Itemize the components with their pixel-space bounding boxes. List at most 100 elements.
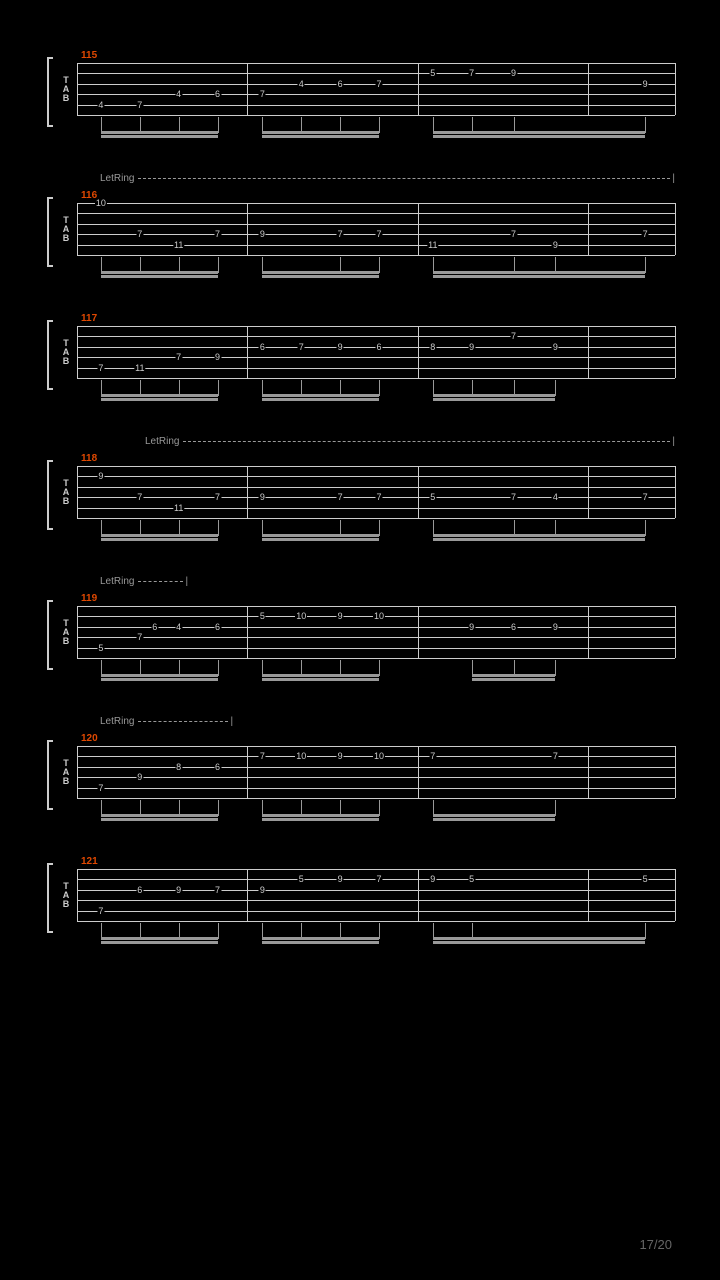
barline [247,203,248,255]
barline [675,606,676,658]
measure-number: 117 [81,313,675,324]
stems-region [77,257,675,279]
fret-number: 7 [337,229,344,239]
fret-number: 4 [298,79,305,89]
note-stem [379,923,380,939]
measure-block: LetRing|118TAB971179775747 [45,436,675,548]
beam [262,534,379,537]
beam-secondary [433,538,645,541]
fret-number: 7 [259,751,266,761]
beam-secondary [101,678,218,681]
fret-number: 7 [375,874,382,884]
tab-staff: 7117967968979 [77,326,675,378]
string-line [77,921,675,922]
note-stem [645,520,646,536]
note-stem [379,380,380,396]
fret-number: 9 [552,342,559,352]
beam [101,814,218,817]
note-stem [645,257,646,273]
beam-secondary [262,398,379,401]
string-line [77,508,675,509]
fret-number: 7 [510,331,517,341]
fret-number: 6 [510,622,517,632]
note-stem [218,923,219,939]
fret-number: 6 [151,622,158,632]
fret-number: 11 [173,240,184,250]
fret-number: 7 [214,885,221,895]
staff-bracket [45,203,55,255]
string-line [77,798,675,799]
tab-clef-label: TAB [55,606,77,658]
beam [433,814,556,817]
fret-number: 4 [552,492,559,502]
fret-number: 6 [259,342,266,352]
string-line [77,255,675,256]
note-stem [218,380,219,396]
measure-block: 121TAB76979597955 [45,856,675,951]
let-ring-label: LetRing| [100,173,675,184]
fret-number: 9 [468,342,475,352]
barline [675,746,676,798]
string-line [77,73,675,74]
fret-number: 6 [214,622,221,632]
string-line [77,606,675,607]
note-stem [555,660,556,676]
fret-number: 5 [468,874,475,884]
note-stem [379,257,380,273]
barline [418,466,419,518]
stems-region [77,380,675,402]
measure-number: 116 [81,190,675,201]
fret-number: 7 [136,492,143,502]
fret-number: 10 [373,611,385,621]
note-stem [379,800,380,816]
beam-secondary [433,398,556,401]
tab-staff: 10711797711797 [77,203,675,255]
note-stem [379,520,380,536]
fret-number: 7 [375,79,382,89]
string-line [77,869,675,870]
barline [247,746,248,798]
fret-number: 6 [136,885,143,895]
fret-number: 7 [337,492,344,502]
barline [77,326,78,378]
stems-region [77,800,675,822]
note-stem [645,923,646,939]
fret-number: 5 [97,643,104,653]
fret-number: 4 [97,100,104,110]
note-stem [218,257,219,273]
beam-secondary [433,941,645,944]
measure-number: 119 [81,593,675,604]
staff-wrapper: TAB57646510910969 [45,606,675,658]
staff-wrapper: TAB971179775747 [45,466,675,518]
fret-number: 9 [337,874,344,884]
beam [262,271,379,274]
string-line [77,648,675,649]
fret-number: 6 [214,762,221,772]
string-line [77,213,675,214]
string-line [77,94,675,95]
tab-clef-label: TAB [55,869,77,921]
fret-number: 9 [642,79,649,89]
beam [262,814,379,817]
beam [101,674,218,677]
fret-number: 4 [175,89,182,99]
let-ring-label: LetRing| [145,436,675,447]
note-stem [555,380,556,396]
beam [433,534,645,537]
beam-secondary [433,135,645,138]
string-line [77,466,675,467]
beam [433,271,645,274]
measure-block: LetRing|119TAB57646510910969 [45,576,675,688]
staff-wrapper: TAB7117967968979 [45,326,675,378]
fret-number: 9 [337,611,344,621]
tab-staff: 798671091077 [77,746,675,798]
string-line [77,378,675,379]
fret-number: 7 [642,229,649,239]
fret-number: 7 [510,229,517,239]
beam [101,394,218,397]
fret-number: 5 [298,874,305,884]
beam [262,937,379,940]
beam [101,131,218,134]
beam [433,937,645,940]
beam-secondary [101,135,218,138]
